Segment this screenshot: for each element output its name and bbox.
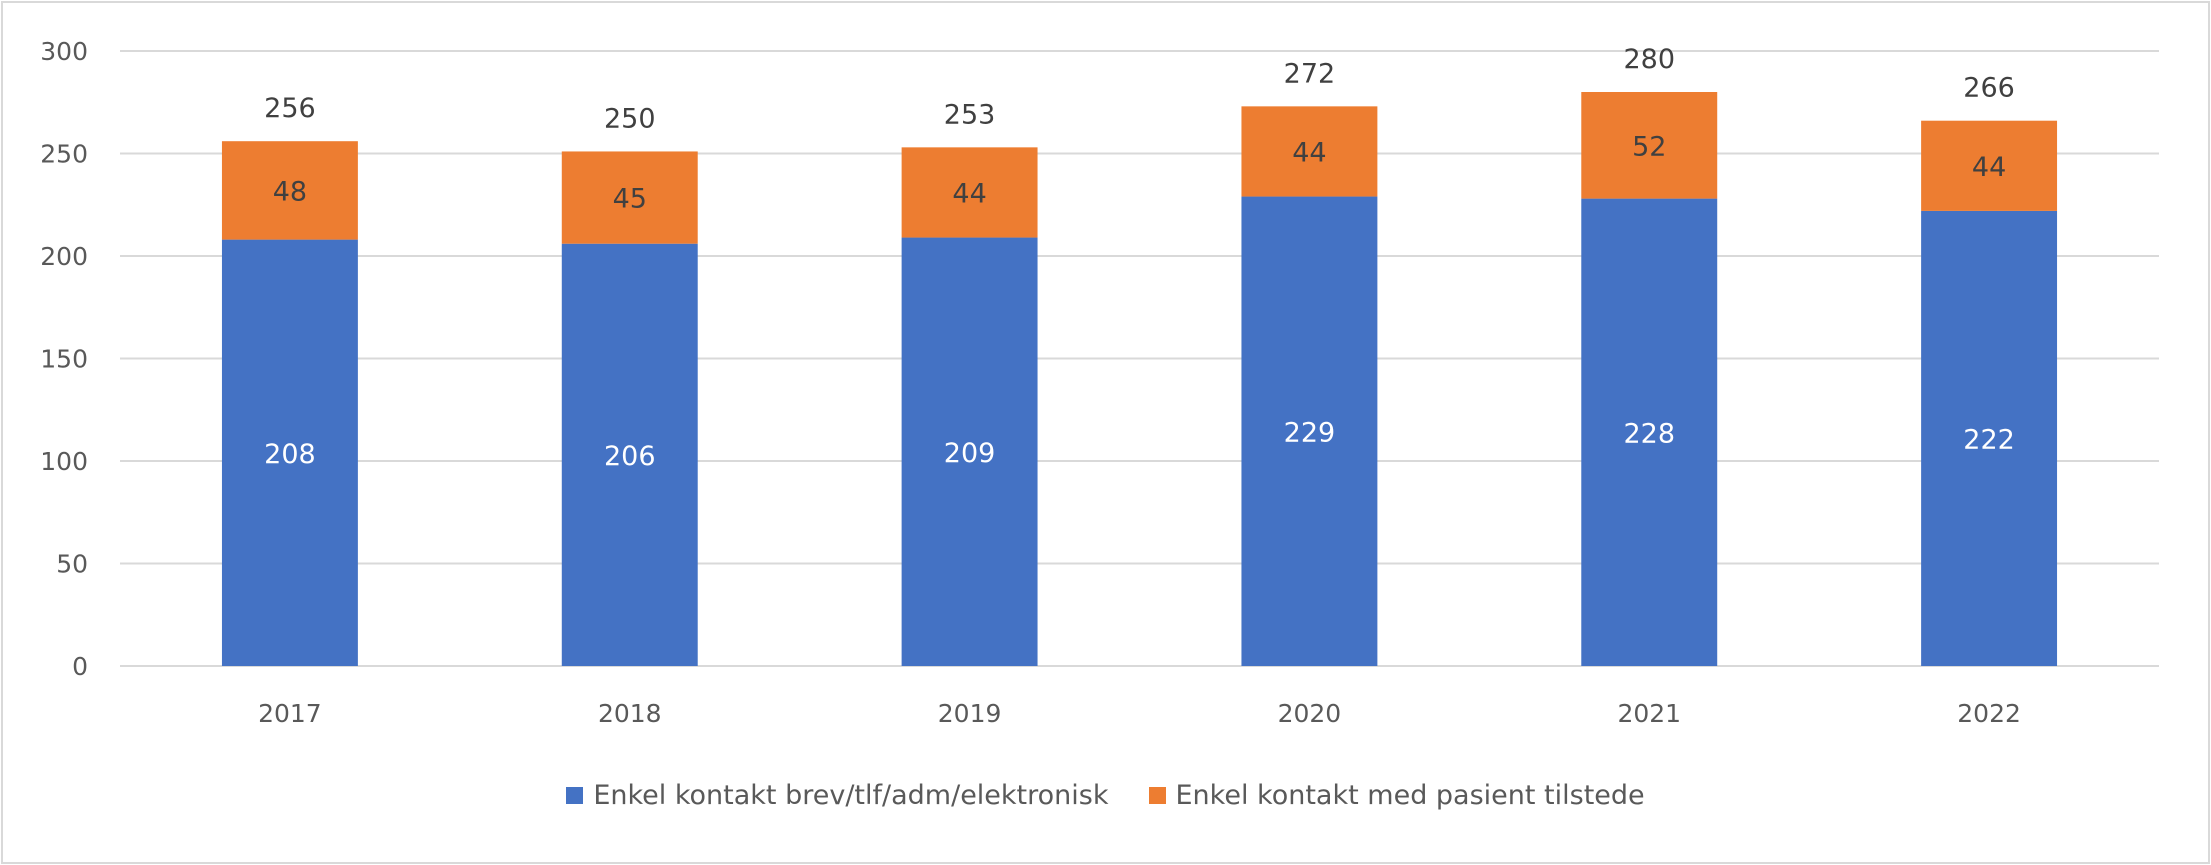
data-label: 208: [264, 439, 316, 470]
y-tick-label: 50: [56, 550, 88, 579]
bar-segment-2018-series-1: [561, 151, 698, 244]
data-label: 222: [1963, 424, 2015, 455]
bar-segment-2022-series-1: [1921, 120, 2058, 211]
data-label: 52: [1632, 131, 1666, 162]
legend-swatch-blue: [566, 787, 584, 804]
total-label: 250: [604, 103, 656, 134]
y-tick-label: 0: [72, 652, 88, 681]
bar-segment-2020-series-1: [1241, 106, 1378, 197]
y-tick-label: 300: [40, 37, 88, 66]
data-label: 209: [944, 438, 996, 469]
data-label: 229: [1284, 417, 1336, 448]
total-label: 256: [264, 93, 316, 124]
y-tick-label: 100: [40, 447, 88, 476]
legend-item-series-0: Enkel kontakt brev/tlf/adm/elektronisk: [566, 780, 1109, 811]
x-tick-label: 2021: [1617, 699, 1681, 728]
bar-segment-2019-series-1: [901, 147, 1038, 238]
y-tick-label: 200: [40, 242, 88, 271]
total-label: 272: [1284, 58, 1336, 89]
bar-segment-2020-series-0: [1241, 196, 1378, 667]
data-label: 44: [952, 178, 986, 209]
x-tick-label: 2018: [598, 699, 662, 728]
bar-segment-2021-series-1: [1581, 92, 1718, 199]
data-label: 228: [1623, 418, 1675, 449]
total-label: 253: [944, 99, 996, 130]
y-tick-label: 150: [40, 345, 88, 374]
bar-segment-2017-series-1: [221, 141, 358, 240]
legend-item-series-1: Enkel kontakt med pasient tilstede: [1148, 780, 1645, 811]
x-tick-label: 2017: [258, 699, 322, 728]
bar-segment-2022-series-0: [1921, 210, 2058, 666]
data-label: 206: [604, 441, 656, 472]
bar-segment-2018-series-0: [561, 243, 698, 666]
data-label: 44: [1972, 152, 2006, 183]
data-label: 48: [273, 176, 307, 207]
data-label: 44: [1292, 137, 1326, 168]
x-tick-label: 2020: [1278, 699, 1342, 728]
legend-swatch-orange: [1148, 787, 1166, 804]
total-label: 266: [1963, 73, 2015, 104]
legend-label: Enkel kontakt med pasient tilstede: [1175, 780, 1645, 811]
bar-segment-2021-series-0: [1581, 198, 1718, 666]
total-label: 280: [1623, 44, 1675, 75]
legend: Enkel kontakt brev/tlf/adm/elektronisk E…: [0, 780, 2211, 811]
x-tick-label: 2019: [938, 699, 1002, 728]
bar-segment-2019-series-0: [901, 237, 1038, 667]
x-tick-label: 2022: [1957, 699, 2021, 728]
data-label: 45: [613, 184, 647, 215]
legend-label: Enkel kontakt brev/tlf/adm/elektronisk: [593, 780, 1109, 811]
bar-segment-2017-series-0: [221, 239, 358, 666]
y-tick-label: 250: [40, 140, 88, 169]
